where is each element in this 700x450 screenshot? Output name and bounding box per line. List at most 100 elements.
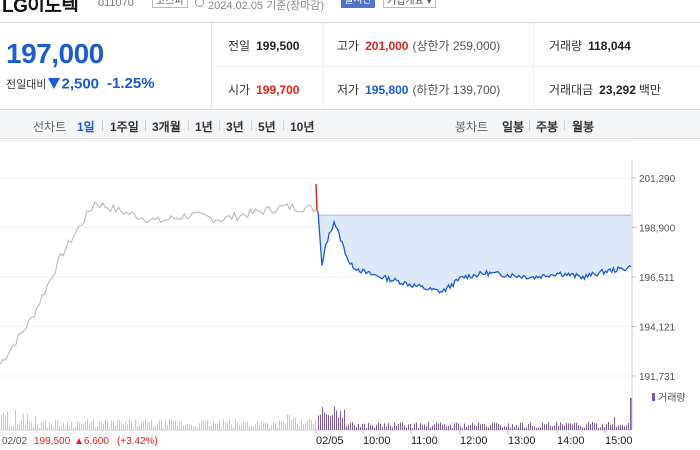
volume-bar: [366, 427, 367, 430]
volume-bar: [193, 425, 194, 430]
volume-bar: [1, 414, 2, 430]
volume-bar: [592, 422, 593, 430]
divider: [145, 120, 146, 131]
divider: [529, 120, 530, 131]
volume-bar: [590, 423, 591, 430]
volume-bar: [402, 422, 403, 430]
volume-bar: [297, 423, 298, 430]
volume-value: 118,044: [588, 39, 631, 53]
period-1y[interactable]: 1년: [195, 120, 213, 134]
volume-bar: [299, 426, 300, 430]
volume-bar: [103, 423, 104, 430]
volume-bar: [251, 426, 252, 430]
volume-bar: [129, 419, 130, 430]
volume-bar: [492, 423, 493, 430]
volume-bar: [556, 422, 557, 430]
divider: [102, 120, 103, 131]
volume-bar: [450, 424, 451, 430]
volume-bar: [426, 426, 427, 430]
volume-bar: [580, 426, 581, 430]
volume-bar: [444, 424, 445, 430]
volume-bar: [171, 419, 172, 430]
volume-bar: [452, 427, 453, 430]
volume-bar: [97, 426, 98, 430]
volume-bar: [131, 421, 132, 430]
volume-bar: [197, 427, 198, 430]
period-10y[interactable]: 10년: [290, 120, 315, 134]
x-tick-label: 02/05: [316, 435, 344, 447]
volume-bar: [207, 419, 208, 430]
volume-bar: [584, 427, 585, 430]
volume-bar: [119, 420, 120, 430]
volume-bar: [29, 422, 30, 430]
volume-bar: [107, 421, 108, 430]
volume-bar: [364, 423, 365, 430]
volume-bar: [628, 423, 629, 430]
volume-bar: [554, 425, 555, 430]
quote-row: 전일 199,500 고가 201,000 (상한가 259,000) 거래량 118,…: [213, 23, 700, 66]
y-tick-label: 201,290: [639, 174, 676, 185]
period-1w[interactable]: 1주일: [110, 120, 139, 134]
volume-bar: [65, 427, 66, 430]
amount-value: 23,292: [599, 83, 636, 97]
stock-header: LG이노텍 011070 코스피 2024.02.05 기준(장마감) 실시간 …: [0, 0, 700, 12]
volume-bar: [404, 425, 405, 430]
volume-bar: [320, 414, 321, 430]
volume-bar: [49, 422, 50, 430]
period-monthly-candle[interactable]: 월봉: [572, 120, 595, 134]
volume-bar: [285, 423, 286, 430]
volume-bar: [159, 420, 160, 430]
volume-bar: [610, 424, 611, 430]
amount-cell: 거래대금 23,292 백만: [549, 81, 661, 98]
volume-bar: [313, 424, 314, 430]
quote-panel: 197,000 전일대비 2,500 -1.25% 전일 199,500 고가 201,…: [0, 22, 700, 110]
period-daily-candle[interactable]: 일봉: [502, 120, 525, 134]
period-1d[interactable]: 1일: [77, 120, 95, 134]
volume-bar: [548, 422, 549, 430]
stock-name: LG이노텍: [2, 0, 79, 12]
volume-legend: 거래량: [658, 392, 686, 404]
volume-bar: [291, 419, 292, 430]
period-5y[interactable]: 5년: [258, 120, 276, 134]
volume-bar: [307, 420, 308, 430]
volume-bar: [550, 425, 551, 430]
realtime-button[interactable]: 실시간: [341, 0, 375, 8]
volume-bar: [59, 425, 60, 430]
volume-bar: [41, 422, 42, 430]
period-3y[interactable]: 3년: [226, 120, 244, 134]
volume-bar: [277, 427, 278, 430]
volume-bar: [528, 424, 529, 430]
volume-bar: [348, 424, 349, 430]
volume-bar: [624, 426, 625, 430]
prev-close-label: 전일: [228, 39, 251, 53]
prev-day-price-line: [0, 201, 317, 365]
volume-bar: [267, 423, 268, 430]
volume-bar: [151, 419, 152, 430]
volume-bar: [13, 425, 14, 430]
volume-bar: [356, 426, 357, 430]
prev-day-close: 199,500: [34, 436, 71, 447]
volume-bar: [157, 423, 158, 430]
volume-bar: [137, 425, 138, 430]
volume-bar: [480, 424, 481, 430]
volume-bar: [612, 424, 613, 430]
volume-bar: [73, 427, 74, 430]
period-weekly-candle[interactable]: 주봉: [536, 120, 559, 134]
volume-bar: [384, 423, 385, 430]
volume-bar: [229, 419, 230, 430]
volume-bar: [167, 424, 168, 430]
volume-bar: [536, 427, 537, 430]
volume-bar: [51, 424, 52, 430]
volume-bar: [368, 423, 369, 430]
volume-bar: [293, 417, 294, 430]
x-tick-label: 14:00: [557, 435, 585, 447]
volume-bar: [330, 416, 331, 430]
volume-bar: [534, 426, 535, 430]
volume-bar: [342, 417, 343, 430]
volume-bar: [604, 426, 605, 430]
period-3m[interactable]: 3개월: [152, 120, 181, 134]
company-info-dropdown[interactable]: 기업개요 ▾: [383, 0, 436, 8]
volume-bar: [352, 422, 353, 430]
volume-bar: [332, 415, 333, 430]
volume-bar: [303, 424, 304, 430]
